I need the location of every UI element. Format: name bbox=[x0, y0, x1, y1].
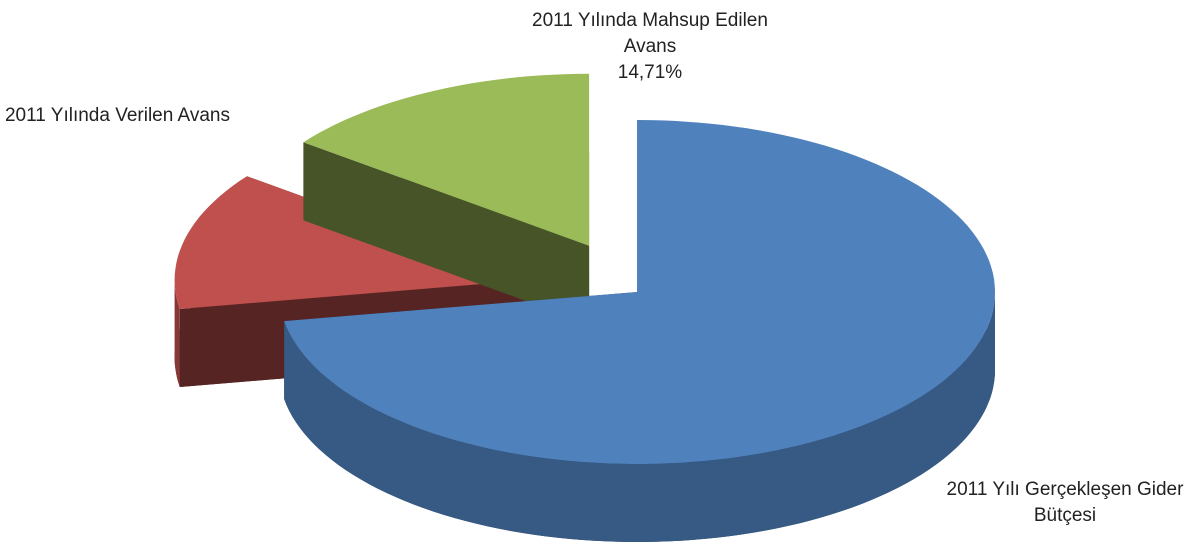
slice-side bbox=[174, 279, 180, 387]
slice-label: 2011 Yılında Mahsup Edilen Avans 14,71% bbox=[505, 8, 795, 86]
slice-cut-face bbox=[303, 142, 590, 324]
category-label: 2011 Yılında Verilen Avans bbox=[4, 105, 230, 126]
slice-label: 2011 Yılı Gerçekleşen Gider Bütçesi bbox=[930, 477, 1198, 529]
slice bbox=[174, 176, 533, 309]
slice bbox=[284, 120, 995, 464]
value-label: 14,71% bbox=[617, 62, 683, 83]
slice-side bbox=[284, 292, 995, 542]
category-label: 2011 Yılında Mahsup Edilen Avans bbox=[532, 10, 768, 57]
category-label: 2011 Yılı Gerçekleşen Gider Bütçesi bbox=[946, 479, 1184, 526]
slice bbox=[303, 73, 590, 246]
slice-label: 2011 Yılında Verilen Avans bbox=[0, 103, 235, 129]
